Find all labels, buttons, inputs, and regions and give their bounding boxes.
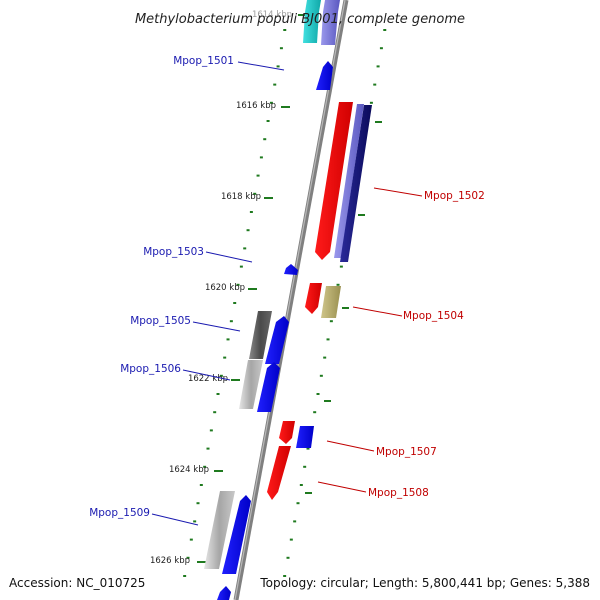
gene-label-mpop-1505[interactable]: Mpop_1505 [130,315,191,327]
gene-label-mpop-1504[interactable]: Mpop_1504 [403,310,464,322]
gene-arrow-1 [303,0,321,43]
gene-label-mpop-1507[interactable]: Mpop_1507 [376,446,437,458]
gene-arrow-14 [279,421,295,444]
gene-arrow-7 [284,264,298,275]
gene-arrow-19 [217,586,231,600]
gene-arrow-6 [340,105,372,262]
leader-line-mpop-1501 [237,61,285,71]
gene-arrow-12 [239,360,263,409]
gene-arrow-13 [257,362,280,412]
gene-arrow-10 [249,311,272,359]
gene-label-mpop-1508[interactable]: Mpop_1508 [368,487,429,499]
major-tick: 1624 kbp [169,465,223,475]
major-tick: 1618 kbp [221,192,273,202]
gene-arrow-8 [305,283,322,314]
major-tick: 1616 kbp [236,101,290,111]
accession-text: Accession: NC_010725 [9,576,145,590]
gene-arrow-3 [316,61,333,90]
leader-line-mpop-1509 [151,513,199,526]
gene-arrow-16 [267,446,291,500]
tick-label: 1618 kbp [221,192,261,202]
gene-label-mpop-1502[interactable]: Mpop_1502 [424,190,485,202]
leader-line-mpop-1504 [352,306,403,317]
major-tick: 1626 kbp [150,556,206,566]
gene-arrow-11 [265,316,289,364]
leader-line-mpop-1502 [373,187,423,197]
leader-line-mpop-1508 [317,481,367,493]
major-tick: 1620 kbp [205,283,257,293]
topology-text: Topology: circular; Length: 5,800,441 bp… [259,576,590,590]
gene-label-mpop-1509[interactable]: Mpop_1509 [89,507,150,519]
major-tick: 1622 kbp [188,374,240,384]
tick-label: 1616 kbp [236,101,276,111]
leader-line-mpop-1505 [192,321,241,332]
gene-arrow-9 [321,286,341,318]
minor-tick-marks [183,29,387,577]
gene-arrow-18 [222,495,251,574]
map-title: Methylobacterium populi BJ001, complete … [135,12,465,27]
leader-line-mpop-1503 [205,251,253,263]
gene-label-mpop-1501[interactable]: Mpop_1501 [173,55,234,67]
genome-backbone [233,0,349,600]
gene-arrow-17 [204,491,235,569]
tick-label: 1624 kbp [169,465,209,475]
reverse-strand-ticks [305,121,382,494]
tick-label: 1620 kbp [205,283,245,293]
tick-label: 1614 kbp [252,10,292,20]
gene-arrow-15 [296,426,314,448]
gene-arrow-5 [334,104,364,258]
leader-line-mpop-1506 [182,369,231,381]
leader-line-mpop-1507 [326,440,375,452]
gene-label-mpop-1506[interactable]: Mpop_1506 [120,363,181,375]
tick-label: 1622 kbp [188,374,228,384]
gene-arrow-4 [315,102,353,260]
gene-arrow-2 [321,0,340,45]
tick-label: 1626 kbp [150,556,190,566]
gene-label-mpop-1503[interactable]: Mpop_1503 [143,246,204,258]
genome-backbone-highlight [234,0,346,600]
